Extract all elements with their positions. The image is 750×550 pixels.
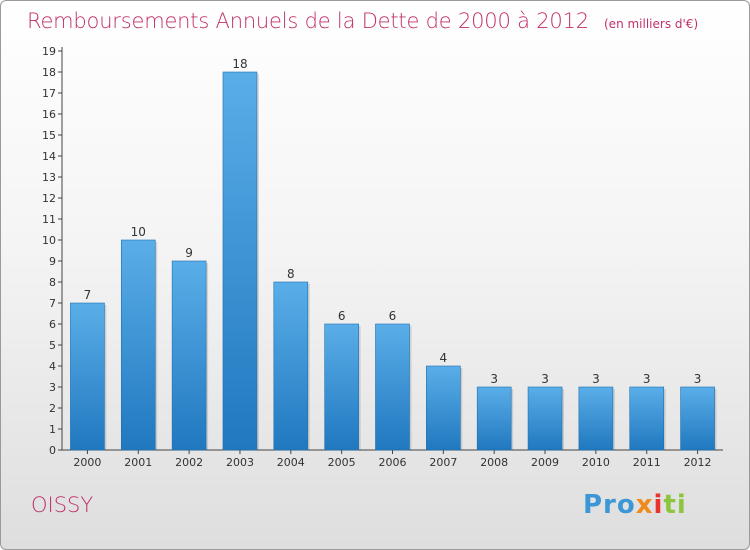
logo-part-4: ti — [663, 490, 687, 520]
y-tick-label: 19 — [42, 45, 56, 58]
x-tick-label: 2011 — [633, 456, 661, 469]
y-tick-label: 16 — [42, 108, 56, 121]
y-tick-label: 1 — [49, 423, 56, 436]
bar — [222, 71, 258, 451]
bar — [273, 281, 309, 451]
title-row: Remboursements Annuels de la Dette de 20… — [27, 9, 698, 33]
unit-note: (en milliers d'€) — [604, 17, 699, 31]
bar — [527, 386, 563, 451]
x-tick-label: 2005 — [328, 456, 356, 469]
proxiti-logo: Proxiti — [583, 490, 687, 520]
y-tick-label: 0 — [49, 444, 56, 457]
y-tick-label: 9 — [49, 255, 56, 268]
y-tick-label: 4 — [49, 360, 56, 373]
x-tick-label: 2010 — [582, 456, 610, 469]
bar-value-label: 6 — [338, 309, 346, 323]
y-tick-label: 17 — [42, 87, 56, 100]
y-tick-label: 13 — [42, 171, 56, 184]
y-tick-label: 18 — [42, 66, 56, 79]
bar — [324, 323, 359, 451]
bars-group: 7 10 9 18 8 6 6 4 3 3 3 3 3 — [70, 57, 717, 451]
bar — [120, 239, 156, 451]
y-tick-label: 8 — [49, 276, 56, 289]
bar — [426, 365, 461, 451]
bar-value-label: 8 — [287, 267, 295, 281]
x-tick-label: 2000 — [73, 456, 101, 469]
bar — [629, 386, 665, 451]
y-tick-label: 2 — [49, 402, 56, 415]
bar-value-label: 18 — [232, 57, 247, 71]
x-tick-label: 2001 — [124, 456, 152, 469]
y-tick-label: 3 — [49, 381, 56, 394]
logo-part-1: Pro — [583, 490, 636, 520]
bar-value-label: 3 — [694, 372, 702, 386]
bar-value-label: 4 — [440, 351, 448, 365]
x-tick-label: 2007 — [429, 456, 457, 469]
x-tick-label: 2008 — [480, 456, 508, 469]
x-tick-label: 2012 — [684, 456, 712, 469]
bar — [680, 386, 715, 451]
bar — [476, 386, 512, 451]
bar — [375, 323, 410, 451]
x-tick-label: 2006 — [379, 456, 407, 469]
y-tick-label: 5 — [49, 339, 56, 352]
bar-value-label: 6 — [389, 309, 397, 323]
y-tick-label: 6 — [49, 318, 56, 331]
place-name: OISSY — [31, 493, 94, 517]
bar-value-label: 7 — [84, 288, 92, 302]
bar-value-label: 3 — [643, 372, 651, 386]
bar — [70, 302, 105, 451]
logo-part-3: i — [653, 490, 664, 520]
bar-value-label: 9 — [185, 246, 193, 260]
bar-value-label: 3 — [490, 372, 498, 386]
x-tick-label: 2009 — [531, 456, 559, 469]
y-tick-label: 11 — [42, 213, 56, 226]
y-tick-label: 15 — [42, 129, 56, 142]
bar-value-label: 3 — [541, 372, 549, 386]
logo-part-2: x — [635, 490, 654, 520]
chart-title: Remboursements Annuels de la Dette de 20… — [27, 9, 589, 33]
y-tick-label: 12 — [42, 192, 56, 205]
y-tick-label: 14 — [42, 150, 56, 163]
y-tick-label: 7 — [49, 297, 56, 310]
bar — [578, 386, 614, 451]
bar-value-label: 3 — [592, 372, 600, 386]
bar — [171, 260, 207, 451]
y-tick-label: 10 — [42, 234, 56, 247]
x-tick-label: 2002 — [175, 456, 203, 469]
bar-value-label: 10 — [131, 225, 146, 239]
x-tick-label: 2004 — [277, 456, 305, 469]
x-tick-label: 2003 — [226, 456, 254, 469]
